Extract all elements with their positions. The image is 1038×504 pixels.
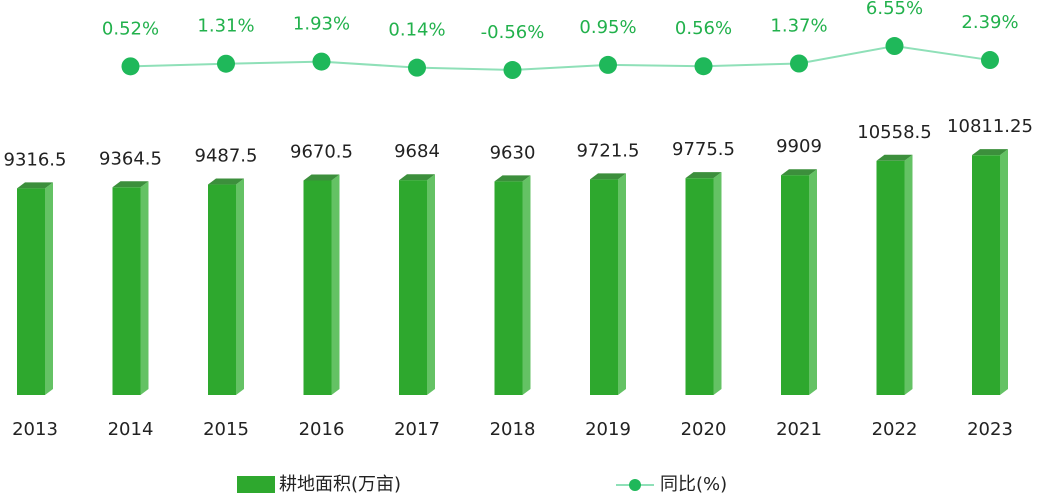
bar: [876, 160, 905, 395]
bar-top: [685, 172, 722, 179]
bar-value-label: 9684: [394, 141, 440, 162]
line-marker: [981, 51, 999, 70]
bar-value-label: 9909: [776, 136, 822, 157]
line-marker: [503, 61, 522, 80]
bar-side: [236, 178, 244, 395]
line-value-label: 0.52%: [102, 18, 159, 39]
x-tick-label: 2023: [967, 419, 1013, 440]
bar: [494, 181, 523, 395]
bar-top: [208, 178, 244, 185]
bar-side: [904, 154, 913, 395]
x-tick-label: 2022: [872, 419, 918, 440]
bar-top: [303, 174, 340, 181]
bar-value-label: 10811.25: [947, 116, 1033, 137]
line-marker: [694, 57, 713, 76]
line-value-label: 0.95%: [579, 17, 636, 38]
line-value-label: 1.31%: [197, 16, 254, 37]
bar-side: [140, 181, 149, 395]
line: [130, 45, 991, 72]
bar-side: [713, 172, 722, 395]
x-tick-label: 2013: [12, 419, 58, 440]
bar-side: [331, 174, 340, 395]
bar: [685, 178, 714, 395]
line-marker: [790, 54, 808, 73]
bar-top: [876, 154, 913, 161]
bar: [781, 175, 809, 395]
legend-label: 耕地面积(万亩): [279, 474, 401, 495]
line-value-label: 0.14%: [388, 20, 445, 41]
bar-side: [618, 173, 626, 395]
bar: [590, 179, 618, 395]
bar-side: [1000, 149, 1008, 395]
line-marker: [885, 37, 904, 56]
x-tick-label: 2019: [585, 419, 631, 440]
bar-value-label: 9721.5: [577, 140, 640, 161]
x-tick-label: 2015: [203, 419, 249, 440]
bar-value-label: 9670.5: [290, 141, 353, 162]
bar-side: [522, 175, 531, 395]
bar-side: [45, 182, 53, 395]
bar: [112, 187, 141, 395]
bar-top: [17, 182, 53, 189]
bar-top: [112, 181, 149, 188]
line-value-label: -0.56%: [481, 22, 545, 43]
line-value-label: 0.56%: [675, 18, 732, 39]
bar-top: [399, 174, 435, 181]
line-marker: [599, 55, 617, 74]
bar-value-label: 9316.5: [4, 149, 67, 170]
legend-label: 同比(%): [660, 474, 727, 495]
bar-value-label: 9775.5: [672, 139, 735, 160]
bar: [208, 184, 236, 395]
line-marker: [121, 57, 140, 76]
x-tick-label: 2017: [394, 419, 440, 440]
x-tick-label: 2020: [681, 419, 727, 440]
bar-value-label: 10558.5: [857, 122, 931, 143]
x-tick-label: 2021: [776, 419, 822, 440]
bar: [17, 188, 45, 395]
legend-swatch: [629, 479, 641, 491]
legend-swatch: [237, 476, 275, 493]
bar-top: [590, 173, 626, 180]
bar: [972, 155, 1000, 395]
bar-side: [427, 174, 435, 395]
bar-value-label: 9364.5: [99, 148, 162, 169]
bar-top: [781, 169, 817, 176]
bar-top: [494, 175, 531, 182]
line-value-label: 1.37%: [770, 16, 827, 37]
line-marker: [312, 52, 331, 71]
x-tick-label: 2014: [108, 419, 154, 440]
bar: [399, 180, 427, 395]
x-tick-label: 2016: [299, 419, 345, 440]
bar-top: [972, 149, 1008, 156]
bar-side: [809, 169, 817, 395]
bar-value-label: 9630: [490, 142, 536, 163]
bar: [303, 180, 332, 395]
line-marker: [408, 58, 426, 77]
line-value-label: 6.55%: [866, 0, 923, 19]
bar-value-label: 9487.5: [195, 146, 258, 167]
line-marker: [217, 54, 235, 73]
x-tick-label: 2018: [490, 419, 536, 440]
line-value-label: 2.39%: [961, 12, 1018, 33]
line-value-label: 1.93%: [293, 14, 350, 35]
